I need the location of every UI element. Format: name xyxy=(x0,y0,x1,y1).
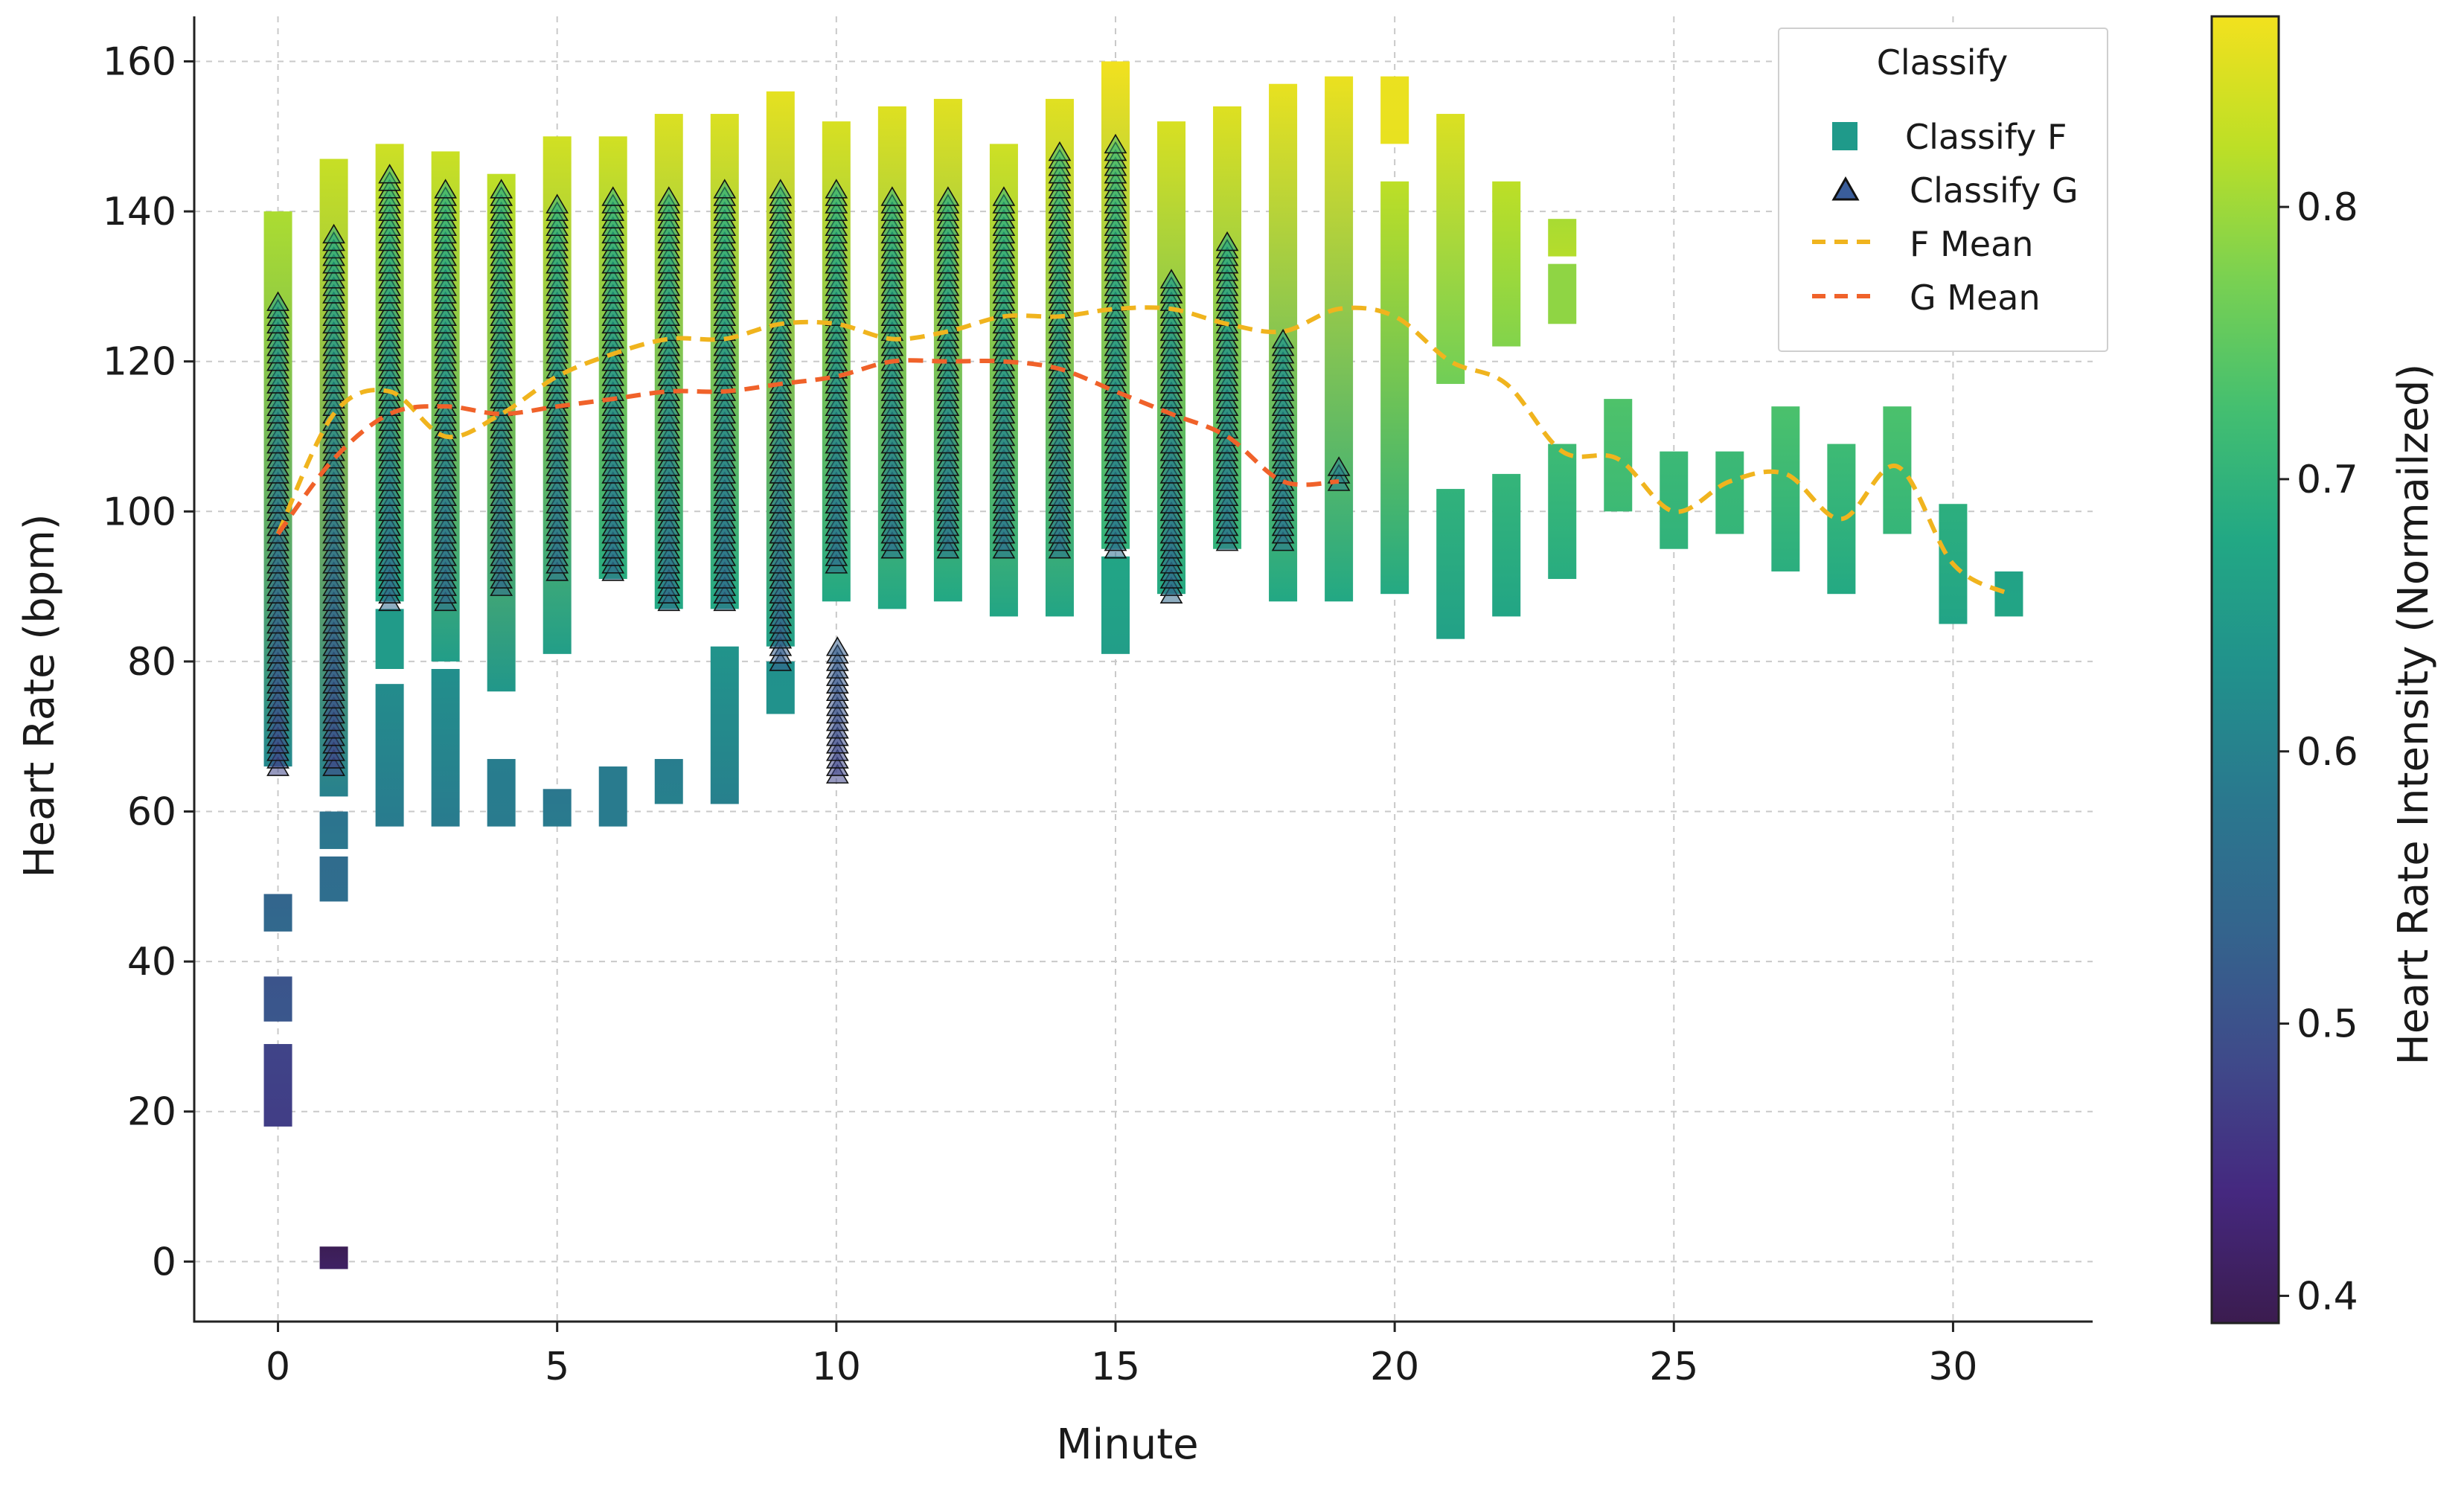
colorbar-tick-label: 0.5 xyxy=(2297,1002,2358,1047)
classify-f-marker xyxy=(319,1246,348,1269)
legend-title: Classify xyxy=(1877,42,2008,83)
classify-g-marker xyxy=(657,186,681,206)
y-tick-label: 20 xyxy=(127,1090,176,1135)
y-axis-title: Heart Rate (bpm) xyxy=(16,513,64,877)
legend-label-g-mean: G Mean xyxy=(1910,278,2041,318)
classify-f-marker xyxy=(487,758,516,827)
mean-lines xyxy=(275,305,2010,596)
classify-f-marker xyxy=(1715,451,1744,534)
y-tick-label: 80 xyxy=(127,640,176,685)
axes-frame xyxy=(193,16,2093,1323)
f-mean-line xyxy=(275,305,2010,596)
classify-g-marker xyxy=(880,186,904,206)
classify-f-marker xyxy=(654,758,683,804)
legend: Classify Classify F Classify G F Mean G … xyxy=(1778,28,2108,352)
classify-f-marker xyxy=(319,856,348,902)
classify-g-marker xyxy=(434,179,458,199)
classify-f-marker xyxy=(1548,219,1577,257)
classify-g-marker xyxy=(1104,133,1127,154)
classify-f-marker xyxy=(263,1044,292,1127)
classify-f-marker xyxy=(1548,263,1577,324)
x-tick-label: 15 xyxy=(1091,1345,1140,1389)
classify-g-marker xyxy=(1327,456,1351,476)
y-tick-label: 0 xyxy=(152,1240,176,1284)
classify-f-marker xyxy=(1883,406,1912,534)
classify-g-marker xyxy=(992,186,1016,206)
y-tick-label: 40 xyxy=(127,940,176,984)
g-mean-line xyxy=(276,358,1340,536)
classify-f-marker xyxy=(1827,444,1856,595)
classify-g-marker xyxy=(1048,141,1072,161)
legend-swatch-classify-f xyxy=(1832,122,1857,150)
colorbar-label: Heart Rate Intensity (Normailzed) xyxy=(2390,364,2438,1066)
x-axis-title: Minute xyxy=(1056,1421,1198,1469)
classify-f-marker xyxy=(1492,181,1521,347)
x-tick-label: 25 xyxy=(1649,1345,1698,1389)
colorbar-tick-label: 0.6 xyxy=(2297,730,2358,775)
y-tick-label: 100 xyxy=(103,490,176,534)
classify-g-marker xyxy=(266,291,289,311)
classify-g-marker xyxy=(825,636,849,656)
classify-g-marker xyxy=(490,179,513,199)
colorbar-tick-label: 0.8 xyxy=(2297,185,2358,230)
classify-f-marker xyxy=(1492,473,1521,617)
classify-f-marker xyxy=(263,976,292,1022)
classify-g-marker xyxy=(322,223,345,244)
classify-g-markers xyxy=(266,133,1351,784)
classify-g-marker xyxy=(825,179,848,199)
classify-f-marker xyxy=(375,609,404,669)
colorbar: 0.4 0.5 0.6 0.7 0.8 Heart Rate Intensity (No… xyxy=(2210,15,2438,1325)
classify-f-marker xyxy=(1660,451,1689,549)
classify-f-marker xyxy=(263,894,292,932)
colorbar-tick-label: 0.4 xyxy=(2297,1274,2358,1319)
classify-g-marker xyxy=(1159,269,1183,289)
legend-label-f-mean: F Mean xyxy=(1910,224,2033,264)
classify-f-marker xyxy=(1994,571,2023,617)
classify-f-marker xyxy=(1380,76,1409,144)
colorbar-tick-label: 0.7 xyxy=(2297,458,2358,502)
classify-f-markers xyxy=(263,61,2023,1269)
classify-f-marker xyxy=(598,766,627,827)
classify-f-marker xyxy=(319,811,348,849)
x-tick-label: 30 xyxy=(1928,1345,1977,1389)
classify-g-marker xyxy=(769,179,793,199)
classify-f-marker xyxy=(1548,444,1577,580)
classify-f-marker xyxy=(375,684,404,827)
y-tick-label: 160 xyxy=(103,39,176,84)
tick-labels: 0 5 10 15 20 25 30 0 20 40 60 80 100 120 140 160 xyxy=(103,39,1978,1389)
axes xyxy=(193,16,2093,1323)
classify-f-marker xyxy=(1380,181,1409,595)
classify-f-marker xyxy=(543,789,572,827)
x-tick-label: 5 xyxy=(545,1345,569,1389)
legend-swatch-classify-g xyxy=(1831,176,1860,201)
classify-f-marker xyxy=(1771,406,1800,571)
classify-f-marker xyxy=(710,646,739,804)
legend-frame xyxy=(1778,28,2108,352)
classify-g-marker xyxy=(713,179,737,199)
x-tick-label: 0 xyxy=(266,1345,290,1389)
colorbar-gradient xyxy=(2210,15,2280,1325)
classify-g-marker xyxy=(1271,328,1295,349)
classify-f-marker xyxy=(1101,556,1130,654)
y-tick-label: 140 xyxy=(103,190,176,234)
x-tick-label: 20 xyxy=(1370,1345,1419,1389)
x-tick-label: 10 xyxy=(812,1345,861,1389)
colorbar-ticks: 0.4 0.5 0.6 0.7 0.8 xyxy=(2279,185,2358,1319)
classify-g-marker xyxy=(545,193,569,214)
classify-f-marker xyxy=(431,669,460,827)
y-tick-label: 120 xyxy=(103,340,176,385)
y-tick-label: 60 xyxy=(127,790,176,835)
classify-g-marker xyxy=(1215,231,1239,252)
classify-g-marker xyxy=(378,164,401,184)
classify-f-marker xyxy=(1436,114,1465,384)
classify-f-marker xyxy=(1325,76,1354,602)
classify-f-marker xyxy=(1436,489,1465,639)
classify-g-marker xyxy=(601,186,625,206)
legend-label-classify-g: Classify G xyxy=(1910,170,2079,211)
legend-label-classify-f: Classify F xyxy=(1905,117,2067,157)
classify-g-marker xyxy=(936,186,960,206)
